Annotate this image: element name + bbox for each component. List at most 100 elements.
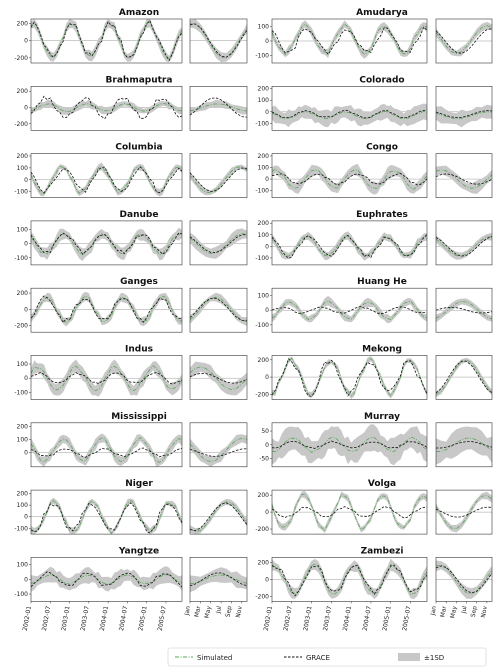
grace-line [271, 306, 428, 315]
panel-frame [435, 153, 493, 198]
panel-title: Niger [125, 479, 153, 489]
panel-frame [435, 489, 493, 535]
panel-title: Huang He [357, 277, 407, 287]
x-tick-label: 2003-01 [60, 605, 71, 631]
seasonal-panel [435, 86, 493, 131]
y-tick-label: 0 [24, 450, 28, 457]
panel-title: Congo [366, 143, 398, 153]
sd-band [272, 103, 427, 128]
seasonal-panel [435, 18, 493, 64]
seasonal-panel [189, 18, 248, 64]
y-tick-label: 0 [24, 38, 28, 45]
seasonal-panel [189, 422, 248, 468]
panel-title: Euphrates [356, 210, 408, 220]
grace-line [30, 166, 183, 194]
panel-frame [189, 220, 248, 266]
grace-line [189, 167, 248, 193]
simulated-line [30, 233, 183, 256]
legend-grace-label: GRACE [306, 654, 330, 662]
panel-frame [189, 422, 248, 468]
y-tick-label: 0 [24, 177, 28, 184]
y-tick-label: 100 [17, 165, 29, 172]
panel-frame [435, 422, 493, 468]
timeseries-panel [271, 489, 428, 535]
panel-frame [189, 355, 248, 400]
panel-frame [189, 287, 248, 333]
simulated-line [30, 437, 183, 463]
y-tick-label: 200 [258, 86, 270, 93]
x-tick-label: 2002-01 [263, 605, 274, 631]
simulated-line [435, 437, 493, 452]
simulated-line [435, 25, 493, 54]
x-tick-label: 2002-07 [283, 605, 294, 631]
grace-line [271, 109, 428, 119]
panel-frame [189, 18, 248, 64]
month-tick-label: Nov [235, 605, 244, 618]
grace-line [189, 572, 248, 587]
month-tick-label: Jul [215, 605, 223, 615]
y-tick-label: -100 [14, 389, 28, 396]
y-tick-label: 200 [17, 491, 29, 498]
panel-frame [189, 153, 248, 198]
month-tick-label: Mar [439, 605, 448, 618]
y-tick-label: 0 [265, 176, 269, 183]
x-tick-label: 2003-01 [302, 605, 313, 631]
timeseries-panel [271, 557, 428, 602]
panel-frame [189, 86, 248, 131]
timeseries-panel [30, 153, 183, 198]
timeseries-panel [30, 287, 183, 333]
simulated-line [30, 103, 183, 112]
seasonal-panel [189, 287, 248, 333]
simulated-line [189, 501, 248, 533]
seasonal-panel [435, 422, 493, 468]
y-tick-label: 0 [24, 306, 28, 313]
y-tick-label: 0 [265, 576, 269, 583]
grace-line [189, 234, 248, 254]
y-tick-label: 0 [24, 375, 28, 382]
x-tick-label: 2005-01 [381, 605, 392, 631]
y-tick-label: -100 [14, 189, 28, 196]
y-tick-label: 100 [17, 361, 29, 368]
sd-band [436, 560, 492, 599]
simulated-line [189, 437, 248, 463]
seasonal-panel [189, 557, 248, 602]
month-tick-label: May [204, 605, 213, 619]
y-tick-label: 100 [258, 23, 270, 30]
sd-band [190, 99, 247, 115]
y-tick-label: 200 [17, 424, 29, 431]
panel-frame [189, 557, 248, 602]
y-tick-label: 0 [265, 509, 269, 516]
y-tick-label: 100 [258, 293, 270, 300]
x-tick-label: 2002-07 [41, 605, 52, 631]
y-tick-label: -100 [255, 255, 269, 262]
x-tick-label: 2003-07 [322, 605, 333, 631]
grace-line [189, 97, 248, 118]
x-tick-label: 2002-01 [22, 605, 33, 631]
simulated-line [30, 365, 183, 392]
panel-frame [30, 355, 183, 400]
panel-title: Ganges [120, 277, 158, 287]
y-tick-label: 0 [265, 243, 269, 250]
y-tick-label: 100 [17, 502, 29, 509]
simulated-line [30, 21, 183, 60]
panel-title: Columbia [115, 143, 162, 153]
month-tick-label: Jan [183, 605, 192, 617]
y-tick-label: 200 [17, 88, 29, 95]
legend-simulated-label: Simulated [197, 654, 232, 662]
sd-band [272, 231, 427, 261]
grace-line [189, 372, 248, 384]
panel-frame [271, 220, 428, 266]
panel-frame [271, 153, 428, 198]
sd-band [272, 424, 427, 466]
sd-band [190, 292, 247, 326]
sd-band [190, 567, 247, 593]
y-tick-label: -100 [14, 255, 28, 262]
panel-title: Mississippi [111, 412, 167, 422]
simulated-line [435, 495, 493, 530]
panel-title: Volga [368, 479, 396, 489]
panel-frame [30, 422, 183, 468]
x-tick-label: 2003-07 [80, 605, 91, 631]
y-tick-label: 50 [261, 428, 269, 435]
seasonal-panel [189, 355, 248, 400]
y-tick-label: 100 [258, 164, 270, 171]
